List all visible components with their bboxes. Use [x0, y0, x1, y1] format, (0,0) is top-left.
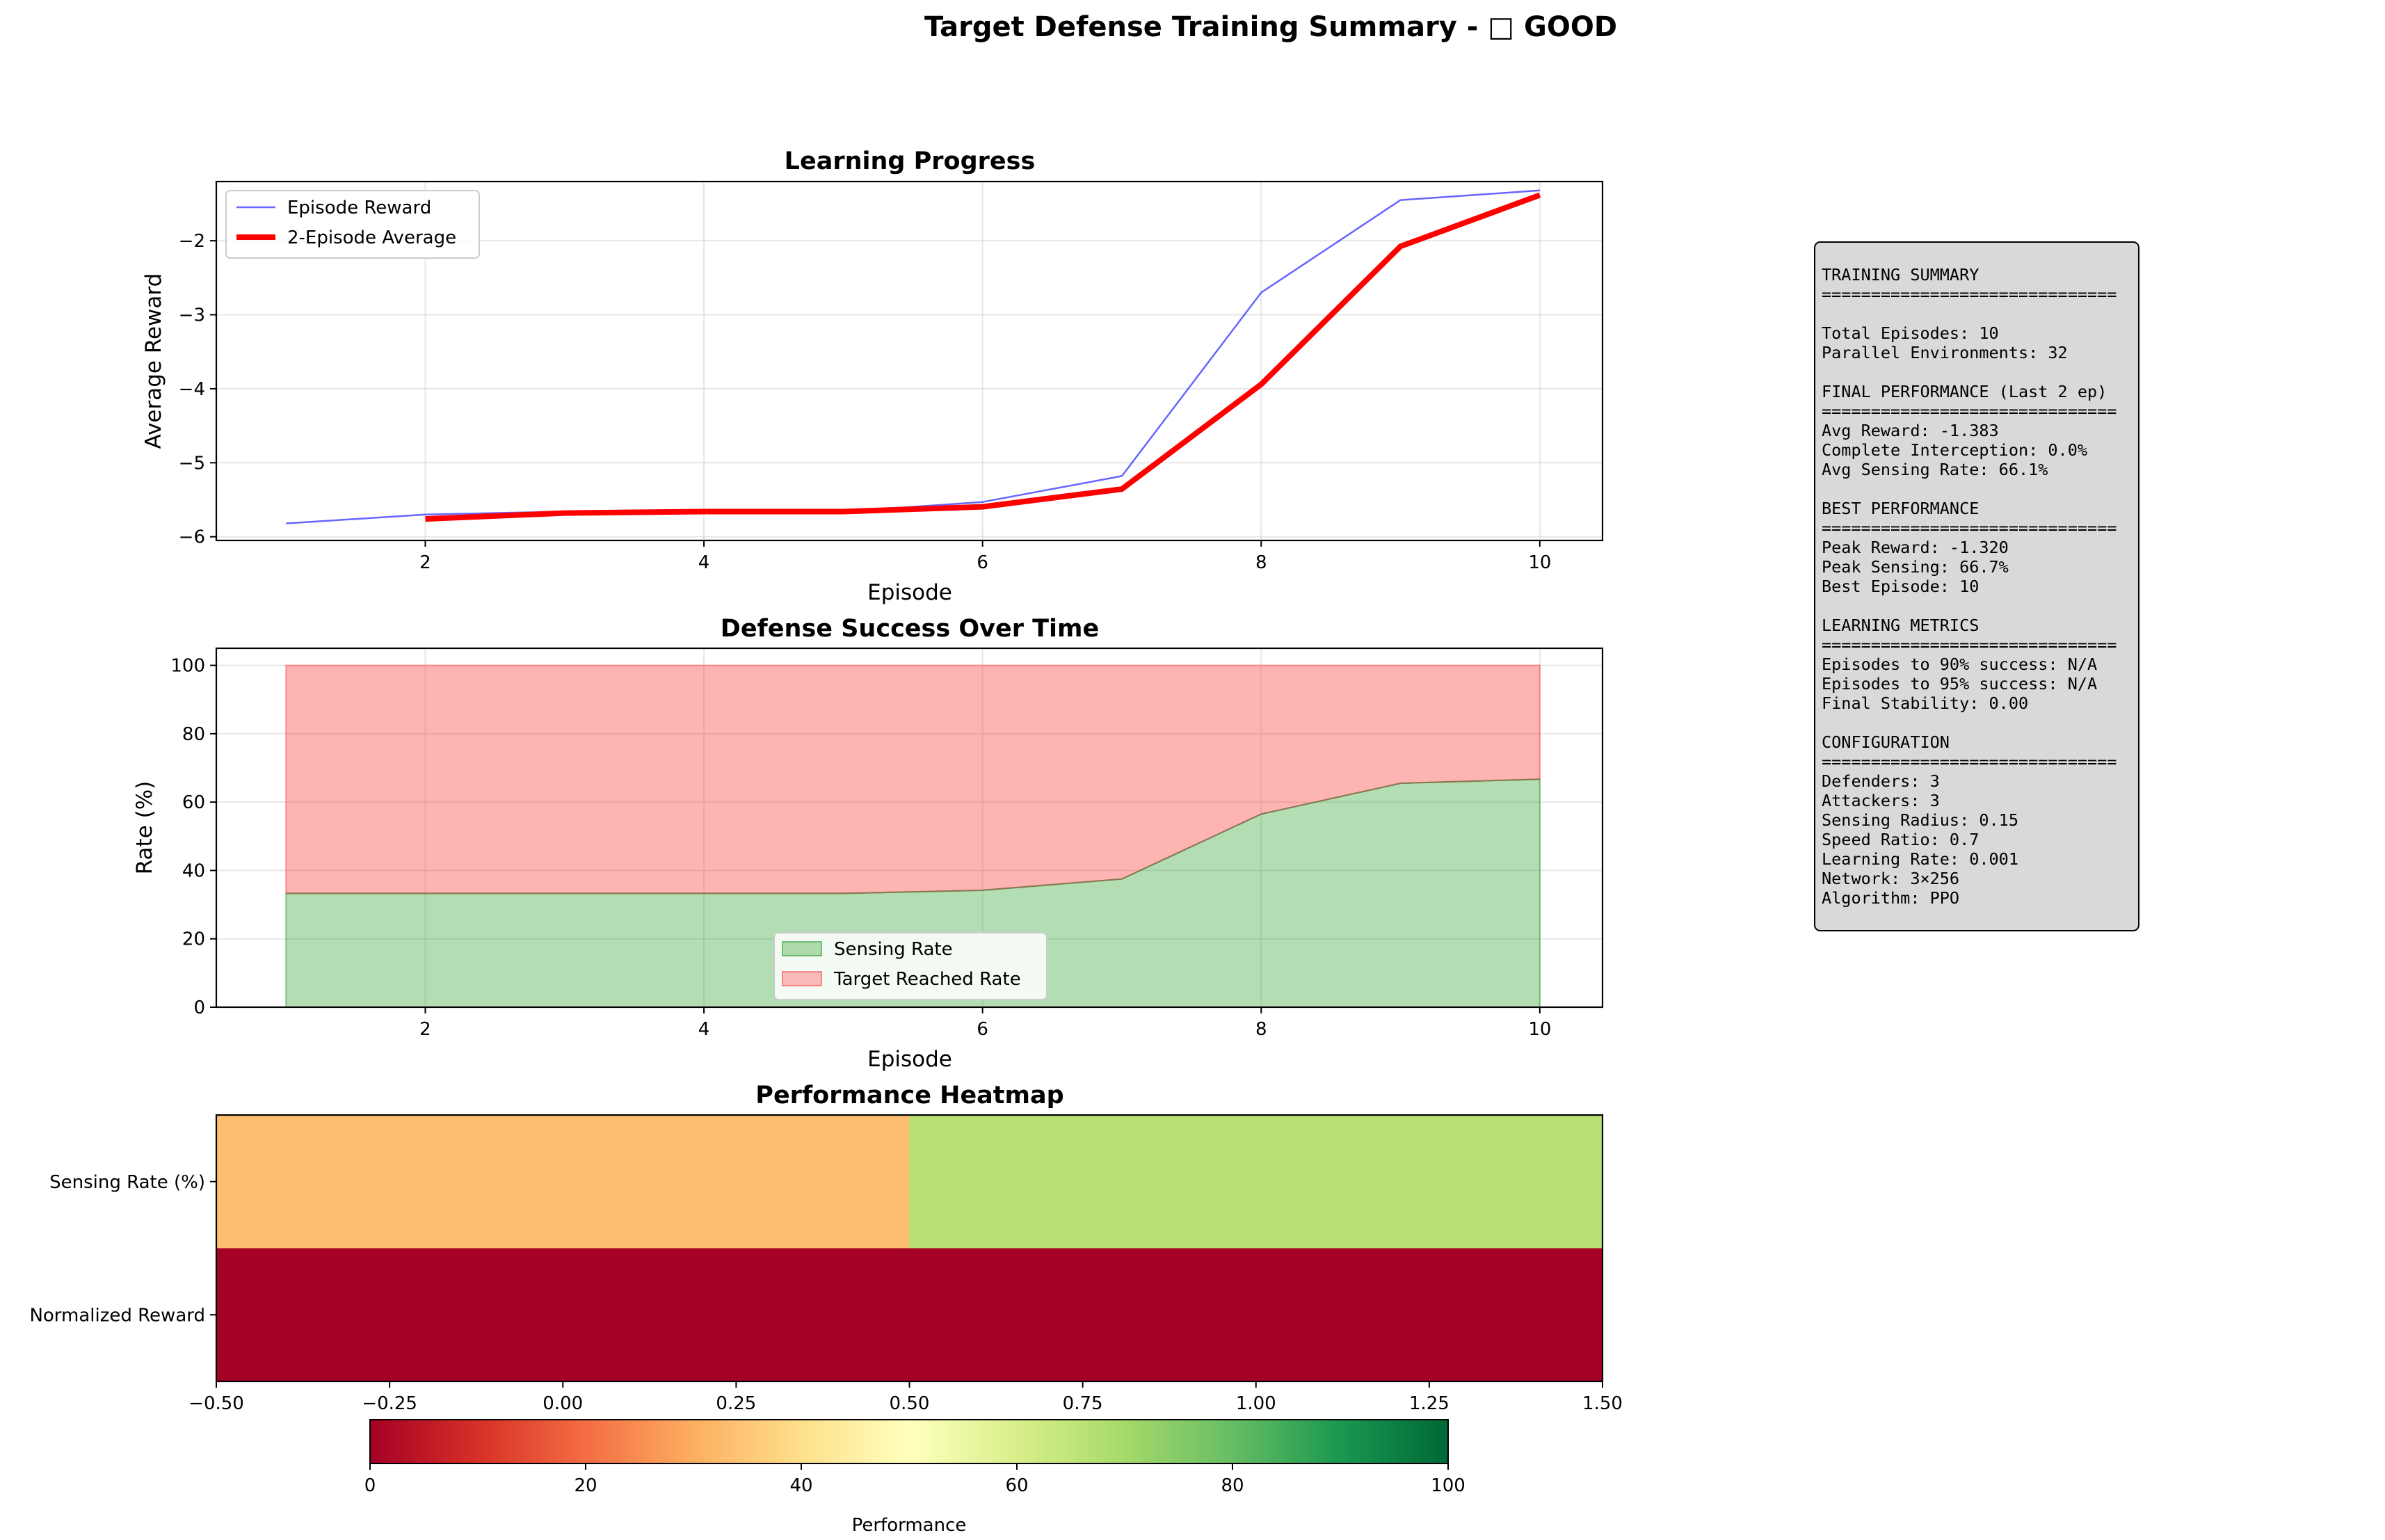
defense-success-xtick-label: 2 — [419, 1019, 431, 1040]
colorbar-tick-label: 60 — [1005, 1475, 1028, 1496]
heatmap-xtick-label: −0.25 — [362, 1393, 417, 1414]
defense-success-ytick-label: 20 — [182, 929, 205, 950]
colorbar-tick-label: 100 — [1431, 1475, 1465, 1496]
training-summary-text: TRAINING SUMMARY =======================… — [1822, 265, 2117, 908]
colorbar: 0 20 40 60 80 100 Performance — [364, 1419, 1465, 1536]
defense-success-ytick-label: 60 — [182, 792, 205, 813]
defense-success-xtick-label: 6 — [977, 1019, 988, 1040]
colorbar-tick-label: 80 — [1221, 1475, 1244, 1496]
learning-progress-xtick-label: 10 — [1528, 552, 1551, 573]
legend-label-sensing-rate: Sensing Rate — [834, 939, 953, 960]
defense-success-ytick-label: 0 — [193, 997, 205, 1018]
learning-progress-ytick-label: −3 — [179, 305, 205, 326]
defense-success-ytick-label: 40 — [182, 860, 205, 881]
heatmap-ticks: Sensing Rate (%) Normalized Reward −0.50 −0… — [29, 1172, 1622, 1414]
legend-label-episode-reward: Episode Reward — [287, 198, 431, 218]
heatmap-xtick-label: 1.00 — [1236, 1393, 1276, 1414]
legend-label-moving-average: 2-Episode Average — [287, 227, 456, 248]
learning-progress-series — [286, 189, 1541, 524]
training-summary-panel: TRAINING SUMMARY =======================… — [1814, 241, 2139, 931]
learning-progress-xtick-label: 2 — [419, 552, 431, 573]
colorbar-ticks: 0 20 40 60 80 100 — [364, 1463, 1465, 1496]
defense-success-title: Defense Success Over Time — [721, 615, 1099, 643]
moving-average-line — [425, 192, 1541, 522]
defense-success-series — [285, 664, 1541, 1008]
heatmap-cell — [216, 1248, 910, 1382]
sensing-rate-edge — [286, 778, 1540, 895]
learning-progress-frame — [215, 180, 1604, 542]
heatmap-cell — [216, 1115, 910, 1249]
colorbar-label: Performance — [852, 1515, 967, 1536]
learning-progress-title: Learning Progress — [785, 147, 1036, 175]
performance-heatmap-title: Performance Heatmap — [755, 1082, 1063, 1109]
learning-progress-ylabel: Average Reward — [141, 273, 166, 449]
learning-progress-xtick-label: 8 — [1255, 552, 1267, 573]
heatmap-cells — [216, 1115, 1603, 1382]
colorbar-tick-label: 0 — [364, 1475, 376, 1496]
learning-progress-ytick-label: −6 — [179, 527, 205, 548]
learning-progress-ytick-label: −2 — [179, 231, 205, 252]
learning-progress-xtick-label: 6 — [977, 552, 988, 573]
defense-success-chart: Defense Success Over Time 2 4 6 8 1002040608… — [132, 615, 1604, 1072]
heatmap-cell — [909, 1115, 1603, 1249]
defense-success-ylabel: Rate (%) — [132, 781, 157, 875]
colorbar-tick-label: 20 — [574, 1475, 597, 1496]
defense-success-xtick-label: 10 — [1528, 1019, 1551, 1040]
defense-success-frame — [215, 647, 1604, 1009]
learning-progress-legend: Episode Reward 2-Episode Average — [225, 190, 480, 259]
legend-swatch-target-reached — [782, 971, 822, 986]
learning-progress-xlabel: Episode — [867, 580, 952, 605]
defense-success-xlabel: Episode — [867, 1047, 952, 1072]
legend-swatch-sensing-rate — [782, 941, 822, 956]
heatmap-xtick-label: 1.25 — [1409, 1393, 1450, 1414]
learning-progress-xtick-label: 4 — [698, 552, 710, 573]
learning-progress-ytick-label: −5 — [179, 453, 205, 474]
colorbar-gradient — [369, 1419, 1449, 1464]
learning-progress-ytick-label: −4 — [179, 379, 205, 400]
defense-success-ytick-label: 100 — [170, 656, 205, 677]
defense-success-xtick-label: 8 — [1255, 1019, 1267, 1040]
defense-success-ytick-label: 80 — [182, 724, 205, 745]
performance-heatmap: Performance Heatmap Sensing Rate (%) Norm… — [29, 1082, 1622, 1414]
learning-progress-chart: Learning Progress 2 4 6 8 10 −6 −5 −4 −3 −2 Episo… — [141, 147, 1604, 605]
legend-frame — [773, 932, 1047, 1000]
heatmap-xtick-label: 0.00 — [543, 1393, 583, 1414]
heatmap-xtick-label: 0.25 — [716, 1393, 756, 1414]
heatmap-xtick-label: −0.50 — [188, 1393, 244, 1414]
legend-frame — [225, 190, 480, 259]
heatmap-row-label: Sensing Rate (%) — [49, 1172, 205, 1193]
heatmap-row-label: Normalized Reward — [29, 1305, 205, 1326]
heatmap-xtick-label: 1.50 — [1582, 1393, 1623, 1414]
heatmap-xtick-label: 0.75 — [1063, 1393, 1103, 1414]
learning-progress-ticks: 2 4 6 8 10 −6 −5 −4 −3 −2 — [179, 231, 1552, 573]
heatmap-cell — [909, 1248, 1603, 1382]
heatmap-xtick-label: 0.50 — [890, 1393, 930, 1414]
colorbar-tick-label: 40 — [789, 1475, 812, 1496]
legend-label-target-reached: Target Reached Rate — [833, 969, 1021, 990]
defense-success-legend: Sensing Rate Target Reached Rate — [773, 932, 1047, 1000]
learning-progress-grid — [216, 182, 1603, 540]
figure-title: Target Defense Training Summary - □ GOOD — [924, 11, 1617, 43]
defense-success-xtick-label: 4 — [698, 1019, 710, 1040]
